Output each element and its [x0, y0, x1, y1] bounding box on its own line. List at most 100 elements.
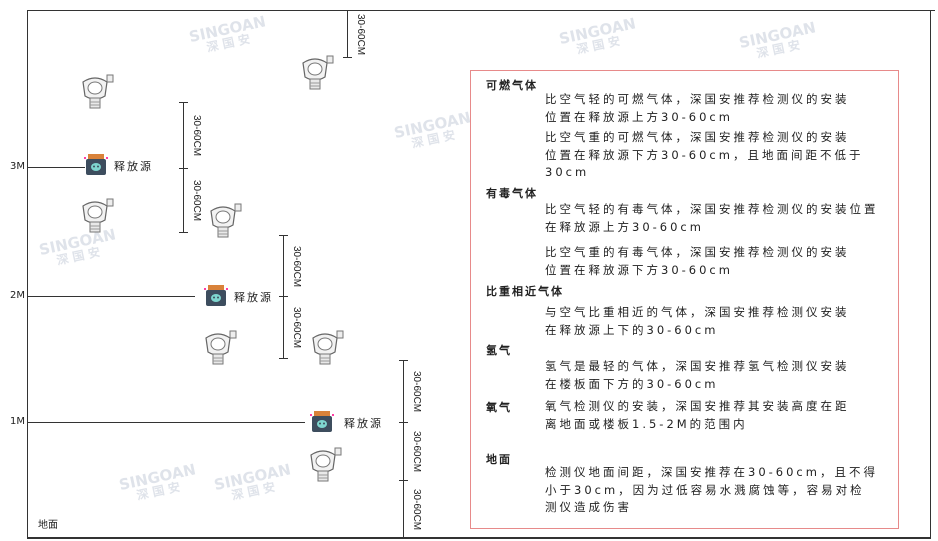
- watermark-brand: SINGOAN: [212, 460, 293, 495]
- dimension-tick: [399, 537, 408, 538]
- watermark-cn: 深国安: [135, 479, 186, 503]
- watermark-brand: SINGOAN: [737, 18, 818, 53]
- level-1m-label: 1M: [10, 416, 25, 427]
- dimension-tick: [399, 480, 408, 481]
- watermark: SINGOAN 深国安: [187, 12, 270, 58]
- watermark: SINGOAN 深国安: [117, 460, 200, 506]
- para-line: 在楼板面下方的30-60cm: [545, 376, 719, 391]
- dimension-tick: [179, 102, 188, 103]
- heading-hydrogen: 氢气: [486, 344, 512, 357]
- dimension-label: 30-60CM: [291, 245, 302, 287]
- para-line: 在释放源上方30-60cm: [545, 219, 704, 234]
- watermark: SINGOAN 深国安: [212, 460, 295, 506]
- release-source-label: 释放源: [234, 291, 273, 304]
- watermark: SINGOAN 深国安: [557, 14, 640, 60]
- watermark-cn: 深国安: [410, 127, 461, 151]
- gas-detector-icon: [310, 330, 344, 366]
- gas-detector-icon: [308, 447, 342, 483]
- dimension-label: 30-60CM: [355, 13, 366, 55]
- para-line: 离地面或楼板1.5-2M的范围内: [545, 416, 748, 431]
- dimension-label: 30-60CM: [191, 115, 202, 157]
- dimension-tick: [399, 360, 408, 361]
- heading-floor: 地面: [486, 453, 512, 466]
- dimension-tick: [179, 168, 188, 169]
- dimension-line: [403, 422, 404, 480]
- watermark-brand: SINGOAN: [117, 460, 198, 495]
- gas-detector-icon: [80, 74, 114, 110]
- dimension-tick: [399, 422, 408, 423]
- watermark-brand: SINGOAN: [392, 108, 473, 143]
- dimension-tick: [279, 235, 288, 236]
- watermark-cn: 深国安: [575, 33, 626, 57]
- para-floor: 检测仪地面间距，深国安推荐在30-60cm，且不得 小于30cm，因为过低容易水溅…: [545, 464, 878, 517]
- notes-panel: [470, 70, 899, 529]
- para-oxygen: 氧气检测仪的安装，深国安推荐其安装高度在距 离地面或楼板1.5-2M的范围内: [545, 398, 850, 433]
- level-2m-line: [27, 296, 195, 297]
- watermark-brand: SINGOAN: [557, 14, 638, 49]
- dimension-label: 30-60CM: [411, 371, 422, 413]
- watermark: SINGOAN 深国安: [737, 18, 820, 64]
- dimension-tick: [279, 296, 288, 297]
- para-toxic-light: 比空气轻的有毒气体，深国安推荐检测仪的安装位置 在释放源上方30-60cm: [545, 201, 879, 236]
- gas-detector-icon: [208, 203, 242, 239]
- watermark-cn: 深国安: [755, 37, 806, 61]
- para-line: 小于30cm，因为过低容易水溅腐蚀等，容易对检: [545, 482, 865, 497]
- dimension-label: 30-60CM: [291, 307, 302, 349]
- para-line: 检测仪地面间距，深国安推荐在30-60cm，且不得: [545, 465, 878, 479]
- release-source-icon: [310, 411, 334, 433]
- dimension-line: [283, 296, 284, 358]
- dimension-tick: [343, 10, 352, 11]
- watermark-brand: SINGOAN: [187, 12, 268, 47]
- para-line: 位置在释放源下方30-60cm，且地面间距不低于: [545, 147, 864, 162]
- level-3m-line: [27, 167, 85, 168]
- para-combustible-heavy: 比空气重的可燃气体，深国安推荐检测仪的安装 位置在释放源下方30-60cm，且地面…: [545, 129, 863, 182]
- para-toxic-heavy: 比空气重的有毒气体，深国安推荐检测仪的安装 位置在释放源下方30-60cm: [545, 244, 850, 279]
- gas-detector-icon: [80, 198, 114, 234]
- dimension-line: [403, 360, 404, 422]
- dimension-tick: [279, 358, 288, 359]
- floor-line: [27, 537, 931, 539]
- watermark-cn: 深国安: [55, 244, 106, 268]
- para-line: 比空气轻的可燃气体，深国安推荐检测仪的安装: [545, 92, 850, 106]
- level-1m-line: [27, 422, 305, 423]
- release-source-label: 释放源: [114, 160, 153, 173]
- para-line: 在释放源上下的30-60cm: [545, 322, 719, 337]
- watermark: SINGOAN 深国安: [392, 108, 475, 154]
- dimension-label: 30-60CM: [191, 180, 202, 222]
- release-source-label: 释放源: [344, 417, 383, 430]
- dimension-line: [403, 480, 404, 537]
- dimension-line: [347, 10, 348, 57]
- para-line: 比空气轻的有毒气体，深国安推荐检测仪的安装位置: [545, 202, 879, 216]
- para-line: 与空气比重相近的气体，深国安推荐检测仪安装: [545, 305, 850, 319]
- watermark-cn: 深国安: [230, 479, 281, 503]
- level-2m-label: 2M: [10, 290, 25, 301]
- right-wall-line: [930, 10, 931, 538]
- dimension-label: 30-60CM: [411, 431, 422, 473]
- dimension-line: [283, 235, 284, 296]
- heading-similar: 比重相近气体: [486, 285, 564, 298]
- heading-combustible: 可燃气体: [486, 79, 538, 92]
- gas-detector-icon: [300, 55, 334, 91]
- heading-oxygen: 氧气: [486, 401, 512, 414]
- para-line: 位置在释放源上方30-60cm: [545, 109, 733, 124]
- level-3m-label: 3M: [10, 161, 25, 172]
- release-source-icon: [204, 285, 228, 307]
- dimension-tick: [343, 57, 352, 58]
- floor-label: 地面: [38, 520, 58, 531]
- para-line: 测仪造成伤害: [545, 500, 632, 514]
- para-line: 比空气重的可燃气体，深国安推荐检测仪的安装: [545, 130, 850, 144]
- para-line: 氢气是最轻的气体，深国安推荐氢气检测仪安装: [545, 359, 850, 373]
- dimension-tick: [179, 232, 188, 233]
- para-line: 氧气检测仪的安装，深国安推荐其安装高度在距: [545, 399, 850, 413]
- para-similar: 与空气比重相近的气体，深国安推荐检测仪安装 在释放源上下的30-60cm: [545, 304, 850, 339]
- para-line: 比空气重的有毒气体，深国安推荐检测仪的安装: [545, 245, 850, 259]
- watermark-cn: 深国安: [205, 31, 256, 55]
- para-hydrogen: 氢气是最轻的气体，深国安推荐氢气检测仪安装 在楼板面下方的30-60cm: [545, 358, 850, 393]
- dimension-line: [183, 102, 184, 168]
- gas-detector-icon: [203, 330, 237, 366]
- ceiling-line: [27, 10, 935, 11]
- para-combustible-light: 比空气轻的可燃气体，深国安推荐检测仪的安装 位置在释放源上方30-60cm: [545, 91, 850, 126]
- para-line: 30cm: [545, 165, 590, 179]
- wall-line: [27, 10, 28, 538]
